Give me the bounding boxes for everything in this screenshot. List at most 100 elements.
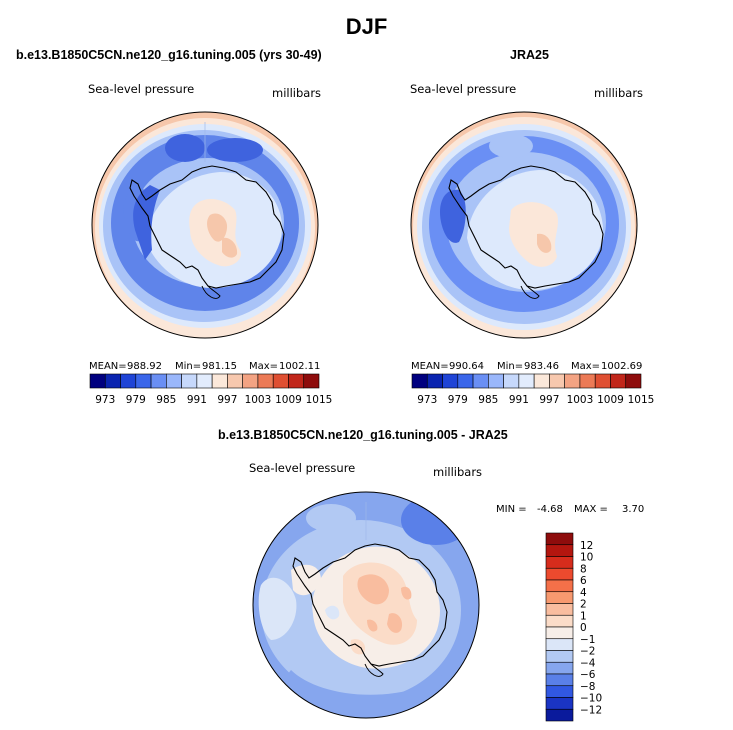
panel2-colorbar: 973 979 985 991 997 1003 1009 1015 <box>411 373 654 406</box>
panel2-colorbar-tick-7: 1015 <box>628 394 655 406</box>
panel3-colorbar-swatch-11 <box>545 661 574 675</box>
panel3-colorbar-swatch-4 <box>545 579 574 593</box>
panel2-colorbar-swatch-2 <box>442 373 459 389</box>
panel2-colorbar-tick-2: 985 <box>478 394 498 406</box>
panel1-colorbar-swatch-7 <box>196 373 213 389</box>
panel1-title: b.e13.B1850C5CN.ne120_g16.tuning.005 (yr… <box>16 48 322 62</box>
panel3-map <box>252 491 480 719</box>
panel2-map <box>410 111 638 339</box>
panel3-colorbar-swatch-10 <box>545 650 574 663</box>
panel1-colorbar-swatch-10 <box>242 373 259 389</box>
panel3-colorbar-tick-9: −2 <box>580 646 595 658</box>
panel3-colorbar-tick-13: −10 <box>580 693 602 705</box>
panel2-colorbar-swatch-9 <box>549 373 565 389</box>
panel2-title: JRA25 <box>510 48 549 62</box>
panel2-max-label: Max= <box>571 361 601 372</box>
panel3-colorbar-swatch-6 <box>545 603 574 616</box>
panel2-colorbar-swatch-5 <box>488 373 504 389</box>
panel1-colorbar-swatch-6 <box>181 373 198 389</box>
panel2-colorbar-swatch-6 <box>503 373 520 389</box>
panel1-min-value: 981.15 <box>202 361 237 372</box>
panel3-min-label: MIN = <box>496 504 527 515</box>
panel1-mean-label: MEAN= <box>89 361 127 372</box>
panel1-colorbar-swatch-2 <box>120 373 137 389</box>
panel3-colorbar-swatch-2 <box>545 556 574 569</box>
panel1-map <box>91 111 319 339</box>
panel1-colorbar-swatch-8 <box>211 373 228 389</box>
panel3-colorbar-swatch-1 <box>545 544 574 557</box>
panel3-variable-label: Sea-level pressure <box>249 461 356 475</box>
panel3-colorbar-swatch-5 <box>545 591 574 604</box>
panel1-colorbar-tick-7: 1015 <box>306 394 333 406</box>
panel1-colorbar-swatch-3 <box>135 373 152 389</box>
panel1-colorbar-swatch-14 <box>303 373 320 389</box>
panel3-colorbar-swatch-3 <box>545 567 574 581</box>
panel2-colorbar-swatch-11 <box>579 373 596 389</box>
panel2-colorbar-swatch-14 <box>625 373 642 389</box>
panel3-colorbar-swatch-7 <box>545 614 574 628</box>
panel2-colorbar-swatch-12 <box>594 373 611 389</box>
panel1-units-label: millibars <box>272 86 322 100</box>
panel2-colorbar-swatch-4 <box>472 373 489 389</box>
panel2-colorbar-tick-3: 991 <box>509 394 529 406</box>
panel3-colorbar-swatch-8 <box>545 626 574 640</box>
panel3-colorbar-swatch-0 <box>545 532 574 546</box>
panel2-colorbar-swatch-3 <box>457 373 474 389</box>
panel1-colorbar-tick-5: 1003 <box>245 394 272 406</box>
panel2-mean-label: MEAN= <box>411 361 449 372</box>
panel2-colorbar-swatch-13 <box>610 373 627 389</box>
panel3-colorbar-tick-0: 12 <box>580 540 593 552</box>
panel1-variable-label: Sea-level pressure <box>88 82 195 96</box>
panel1-max-value: 1002.11 <box>279 361 321 372</box>
panel3-max-value: 3.70 <box>622 504 645 515</box>
panel3-colorbar-tick-4: 4 <box>580 587 587 599</box>
panel1-min-label: Min= <box>175 361 202 372</box>
panel1-colorbar-swatch-13 <box>288 373 305 389</box>
panel3-colorbar-tick-14: −12 <box>580 704 602 716</box>
panel1-colorbar-tick-2: 985 <box>156 394 176 406</box>
panel2-colorbar-tick-6: 1009 <box>597 394 624 406</box>
panel3-colorbar-swatch-13 <box>545 685 574 698</box>
panel3-max-label: MAX = <box>574 504 608 515</box>
panel3-colorbar-tick-10: −4 <box>580 657 596 669</box>
panel3-colorbar-tick-11: −6 <box>580 669 596 681</box>
panel1-colorbar-swatch-0 <box>89 373 106 389</box>
panel1-colorbar-swatch-11 <box>257 373 274 389</box>
panel3-title: b.e13.B1850C5CN.ne120_g16.tuning.005 - J… <box>218 428 508 442</box>
panel3-colorbar-tick-8: −1 <box>580 634 595 646</box>
panel2-min-value: 983.46 <box>524 361 559 372</box>
figure-title: DJF <box>345 14 388 39</box>
panel1-mean-value: 988.92 <box>127 361 162 372</box>
panel2-colorbar-swatch-7 <box>518 373 535 389</box>
panel2-colorbar-swatch-8 <box>533 373 550 389</box>
panel2-colorbar-tick-4: 997 <box>539 394 559 406</box>
panel3-colorbar-swatch-15 <box>545 708 574 722</box>
panel1-colorbar-tick-3: 991 <box>187 394 207 406</box>
panel3-min-value: -4.68 <box>537 504 563 515</box>
panel3-colorbar-tick-12: −8 <box>580 681 595 693</box>
panel3-colorbar-tick-2: 8 <box>580 563 587 575</box>
panel1-colorbar-swatch-1 <box>104 373 121 389</box>
panel2-colorbar-swatch-10 <box>564 373 581 389</box>
panel1-max-label: Max= <box>249 361 279 372</box>
panel2-colorbar-swatch-1 <box>426 373 443 389</box>
panel2-colorbar-swatch-0 <box>411 373 428 389</box>
panel1-colorbar-tick-1: 979 <box>126 394 146 406</box>
panel3-colorbar-swatch-14 <box>545 697 574 710</box>
panel2-colorbar-tick-5: 1003 <box>567 394 594 406</box>
panel1-colorbar-tick-4: 997 <box>217 394 237 406</box>
panel3-colorbar-tick-6: 1 <box>580 610 587 622</box>
panel1-colorbar-tick-0: 973 <box>95 394 115 406</box>
panel2-colorbar-tick-1: 979 <box>448 394 468 406</box>
panel1-colorbar-swatch-9 <box>227 373 243 389</box>
panel3-colorbar-swatch-9 <box>545 638 574 651</box>
panel2-colorbar-tick-0: 973 <box>417 394 437 406</box>
panel1-colorbar: 973 979 985 991 997 1003 1009 1015 <box>89 373 332 406</box>
panel3-colorbar-tick-7: 0 <box>580 622 587 634</box>
panel3-colorbar-tick-3: 6 <box>580 575 587 587</box>
panel3-colorbar-tick-5: 2 <box>580 599 587 611</box>
panel1-colorbar-swatch-4 <box>150 373 167 389</box>
panel1-colorbar-swatch-5 <box>166 373 182 389</box>
panel2-variable-label: Sea-level pressure <box>410 82 517 96</box>
